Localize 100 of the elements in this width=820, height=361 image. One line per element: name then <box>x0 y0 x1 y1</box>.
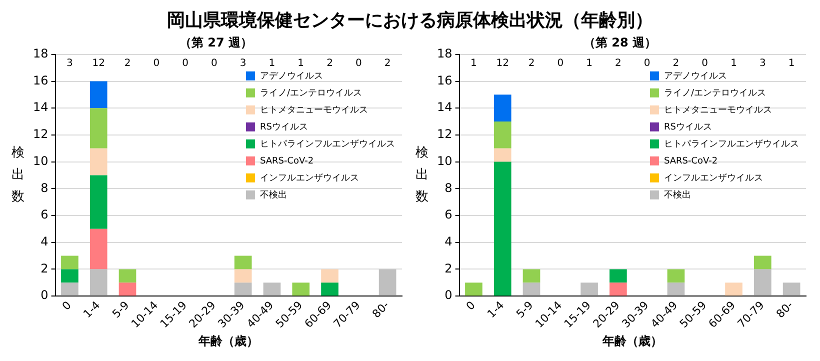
y-tick-label: 8 <box>444 180 452 195</box>
legend-label: 不検出 <box>664 190 691 201</box>
bar <box>610 269 627 283</box>
bar <box>522 269 540 283</box>
x-tick-label: 1-4 <box>484 298 507 321</box>
x-axis-title: 年齢（歳） <box>198 334 259 348</box>
annotation: 12 <box>92 58 105 69</box>
annotation: 12 <box>496 58 509 69</box>
annotation: 0 <box>182 58 188 69</box>
bar <box>494 162 512 296</box>
annotation: 1 <box>586 58 592 69</box>
bar <box>90 175 108 229</box>
y-tick-label: 10 <box>436 154 452 168</box>
bar <box>118 269 136 283</box>
annotation: 2 <box>384 58 391 69</box>
bar <box>465 282 482 296</box>
y-tick-label: 6 <box>444 208 452 222</box>
annotation: 1 <box>788 58 795 69</box>
annotation: 2 <box>615 58 622 69</box>
chart-subtitle: （第 27 週） <box>179 35 253 50</box>
bar <box>378 269 396 296</box>
y-tick-label: 16 <box>436 73 452 88</box>
annotation: 1 <box>470 58 477 69</box>
y-tick-label: 18 <box>32 46 48 61</box>
legend-label: ライノ/エンテロウイルス <box>260 88 362 99</box>
x-tick-label: 80- <box>774 298 796 321</box>
y-tick-label: 16 <box>32 73 48 88</box>
bar <box>61 256 78 270</box>
bar <box>321 269 338 283</box>
legend-label: SARS-CoV-2 <box>260 156 314 167</box>
bar <box>522 282 540 296</box>
y-tick-label: 18 <box>436 46 452 61</box>
annotation: 2 <box>326 58 333 69</box>
bar <box>90 269 108 296</box>
y-tick-label: 0 <box>444 288 452 302</box>
chart-title: 岡山県環境保健センターにおける病原体検出状況（年齢別） <box>166 9 654 32</box>
bar <box>494 148 512 162</box>
bar <box>580 282 598 296</box>
legend-label: アデノウイルス <box>664 72 727 82</box>
y-axis-title: 検出数 <box>416 146 428 205</box>
legend-label: アデノウイルス <box>260 72 323 82</box>
y-tick-label: 14 <box>436 100 452 114</box>
y-tick-label: 2 <box>444 261 452 276</box>
x-tick-label: 1-4 <box>80 298 103 321</box>
annotation: 0 <box>644 58 650 69</box>
bar <box>61 269 78 283</box>
y-tick-label: 12 <box>32 127 48 142</box>
chart-subtitle: （第 28 週） <box>583 35 657 50</box>
bar <box>725 282 742 296</box>
y-tick-label: 8 <box>40 180 48 195</box>
legend-label: RSウイルス <box>260 122 308 133</box>
annotation: 3 <box>240 58 246 69</box>
annotation: 0 <box>557 58 564 69</box>
legend-label: ヒトメタニューモウイルス <box>664 106 772 116</box>
annotation: 2 <box>672 58 680 69</box>
bar <box>90 228 108 270</box>
legend-label: ヒトパラインフルエンザウイルス <box>664 138 799 150</box>
annotation: 3 <box>66 58 73 69</box>
annotation: 0 <box>211 58 218 69</box>
annotation: 1 <box>730 58 737 69</box>
legend-label: RSウイルス <box>664 122 712 133</box>
bar <box>61 282 78 296</box>
x-tick-label: 0 <box>60 298 74 313</box>
bar <box>754 269 772 296</box>
legend-label: ヒトパラインフルエンザウイルス <box>260 138 395 150</box>
y-tick-label: 4 <box>40 234 48 248</box>
y-tick-label: 4 <box>444 234 452 248</box>
annotation: 2 <box>124 58 131 69</box>
legend-label: SARS-CoV-2 <box>664 156 718 167</box>
bar <box>667 282 685 296</box>
legend-label: インフルエンザウイルス <box>260 172 359 184</box>
bar <box>494 94 512 122</box>
bar <box>610 282 627 296</box>
x-tick-label: 5-9 <box>514 298 536 321</box>
y-axis-title: 検出数 <box>12 146 24 205</box>
legend-label: ライノ/エンテロウイルス <box>664 88 766 99</box>
bar <box>90 81 108 108</box>
legend-label: ヒトメタニューモウイルス <box>260 106 368 116</box>
bar <box>234 256 252 270</box>
annotation: 0 <box>355 58 362 69</box>
bar <box>234 269 252 283</box>
bar <box>118 282 136 296</box>
bar <box>667 269 685 283</box>
y-tick-label: 0 <box>40 288 48 302</box>
annotation: 0 <box>702 58 708 69</box>
y-tick-label: 12 <box>436 127 452 142</box>
annotation: 2 <box>528 58 535 69</box>
bar <box>292 282 310 296</box>
y-tick-label: 2 <box>40 261 48 276</box>
bar <box>234 282 252 296</box>
bar <box>782 282 800 296</box>
annotation: 1 <box>268 58 276 69</box>
annotation: 1 <box>298 58 304 69</box>
y-tick-label: 10 <box>32 154 48 168</box>
bar <box>321 282 338 296</box>
x-axis-title: 年齢（歳） <box>602 334 663 348</box>
bar <box>263 282 281 296</box>
bar <box>754 256 772 270</box>
legend-label: インフルエンザウイルス <box>664 172 763 184</box>
bar <box>494 122 512 148</box>
